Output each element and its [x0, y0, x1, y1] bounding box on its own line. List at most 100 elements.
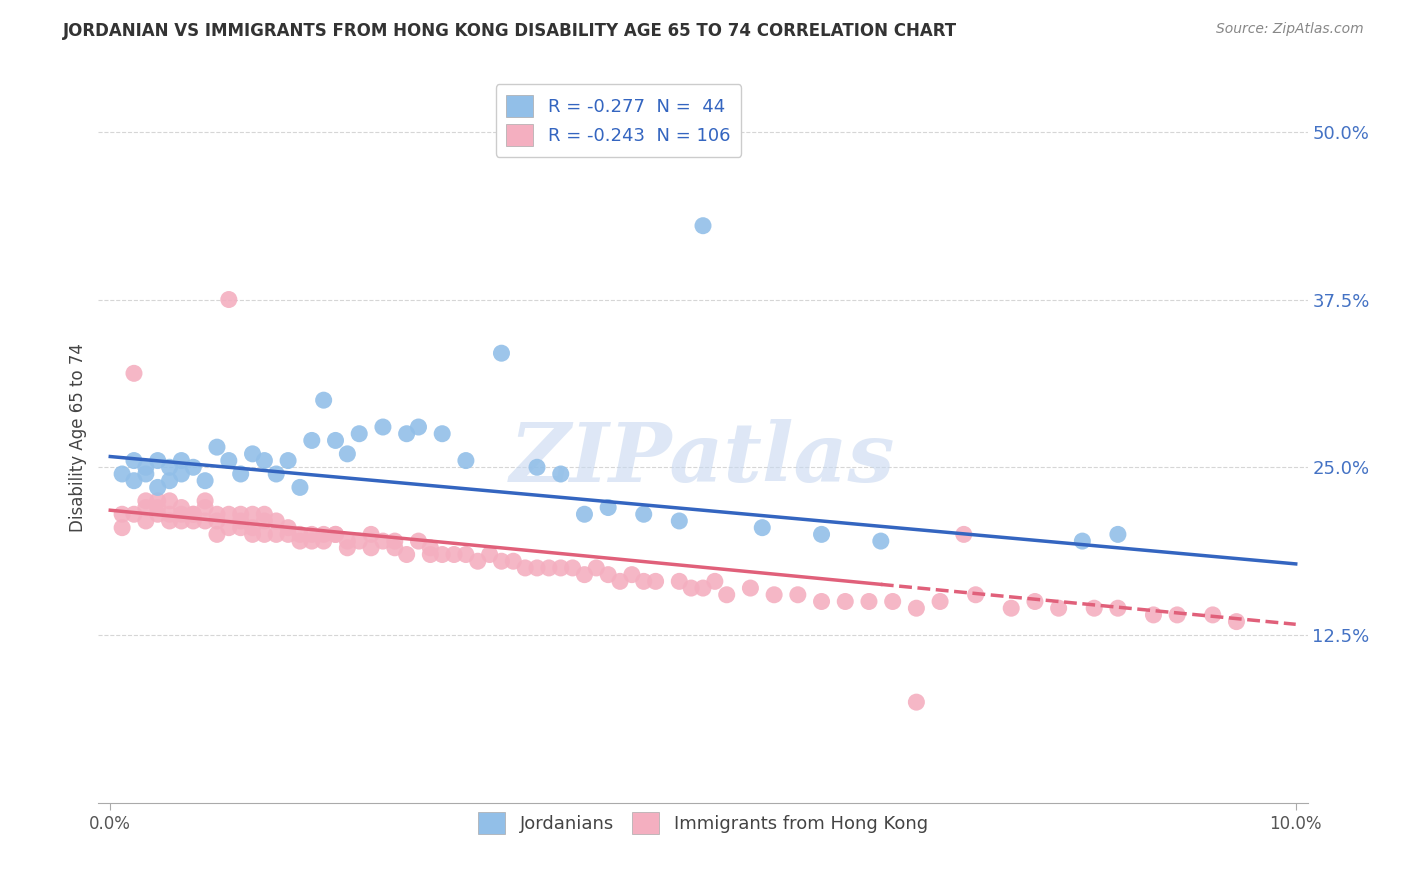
- Point: [205, 527, 228, 541]
- Point: [408, 534, 430, 549]
- Point: [1083, 601, 1105, 615]
- Point: [111, 521, 134, 535]
- Point: [159, 460, 181, 475]
- Point: [111, 467, 134, 481]
- Point: [159, 514, 181, 528]
- Point: [122, 453, 145, 467]
- Point: [336, 534, 359, 549]
- Point: [253, 527, 276, 541]
- Point: [218, 293, 240, 307]
- Point: [325, 434, 347, 448]
- Point: [264, 514, 287, 528]
- Point: [692, 219, 714, 233]
- Point: [229, 508, 252, 522]
- Point: [146, 500, 169, 515]
- Legend: Jordanians, Immigrants from Hong Kong: Jordanians, Immigrants from Hong Kong: [471, 805, 935, 841]
- Point: [288, 527, 311, 541]
- Point: [146, 493, 169, 508]
- Point: [454, 453, 477, 467]
- Point: [146, 453, 169, 467]
- Point: [301, 534, 323, 549]
- Point: [277, 521, 299, 535]
- Point: [550, 467, 572, 481]
- Point: [194, 493, 217, 508]
- Point: [229, 467, 252, 481]
- Point: [336, 541, 359, 555]
- Text: ZIPatlas: ZIPatlas: [510, 419, 896, 499]
- Text: JORDANIAN VS IMMIGRANTS FROM HONG KONG DISABILITY AGE 65 TO 74 CORRELATION CHART: JORDANIAN VS IMMIGRANTS FROM HONG KONG D…: [63, 22, 957, 40]
- Point: [1166, 607, 1188, 622]
- Text: Source: ZipAtlas.com: Source: ZipAtlas.com: [1216, 22, 1364, 37]
- Point: [550, 561, 572, 575]
- Point: [1071, 534, 1094, 549]
- Point: [478, 548, 501, 562]
- Point: [122, 474, 145, 488]
- Point: [205, 440, 228, 454]
- Point: [253, 453, 276, 467]
- Point: [1000, 601, 1022, 615]
- Point: [395, 548, 418, 562]
- Point: [561, 561, 583, 575]
- Point: [325, 527, 347, 541]
- Point: [301, 527, 323, 541]
- Point: [952, 527, 974, 541]
- Point: [277, 527, 299, 541]
- Point: [515, 561, 537, 575]
- Point: [929, 594, 952, 608]
- Point: [620, 567, 643, 582]
- Point: [253, 508, 276, 522]
- Point: [194, 474, 217, 488]
- Point: [1107, 527, 1129, 541]
- Point: [170, 508, 193, 522]
- Point: [360, 527, 382, 541]
- Point: [159, 508, 181, 522]
- Point: [395, 426, 418, 441]
- Point: [869, 534, 891, 549]
- Point: [467, 554, 489, 568]
- Point: [526, 460, 548, 475]
- Point: [882, 594, 904, 608]
- Point: [288, 534, 311, 549]
- Point: [135, 493, 157, 508]
- Point: [574, 508, 596, 522]
- Point: [312, 527, 335, 541]
- Point: [419, 548, 441, 562]
- Point: [384, 534, 406, 549]
- Point: [408, 420, 430, 434]
- Point: [598, 567, 620, 582]
- Point: [1107, 601, 1129, 615]
- Point: [1024, 594, 1046, 608]
- Point: [371, 420, 394, 434]
- Point: [858, 594, 880, 608]
- Point: [692, 581, 714, 595]
- Point: [181, 514, 204, 528]
- Point: [644, 574, 666, 589]
- Point: [312, 393, 335, 408]
- Point: [384, 541, 406, 555]
- Point: [716, 588, 738, 602]
- Y-axis label: Disability Age 65 to 74: Disability Age 65 to 74: [69, 343, 87, 532]
- Point: [1047, 601, 1070, 615]
- Point: [347, 426, 370, 441]
- Point: [419, 541, 441, 555]
- Point: [1202, 607, 1225, 622]
- Point: [253, 514, 276, 528]
- Point: [347, 534, 370, 549]
- Point: [146, 480, 169, 494]
- Point: [135, 500, 157, 515]
- Point: [135, 514, 157, 528]
- Point: [834, 594, 856, 608]
- Point: [574, 567, 596, 582]
- Point: [668, 574, 690, 589]
- Point: [609, 574, 631, 589]
- Point: [360, 541, 382, 555]
- Point: [585, 561, 607, 575]
- Point: [181, 508, 204, 522]
- Point: [491, 554, 513, 568]
- Point: [242, 447, 264, 461]
- Point: [965, 588, 987, 602]
- Point: [537, 561, 560, 575]
- Point: [786, 588, 808, 602]
- Point: [181, 460, 204, 475]
- Point: [336, 447, 359, 461]
